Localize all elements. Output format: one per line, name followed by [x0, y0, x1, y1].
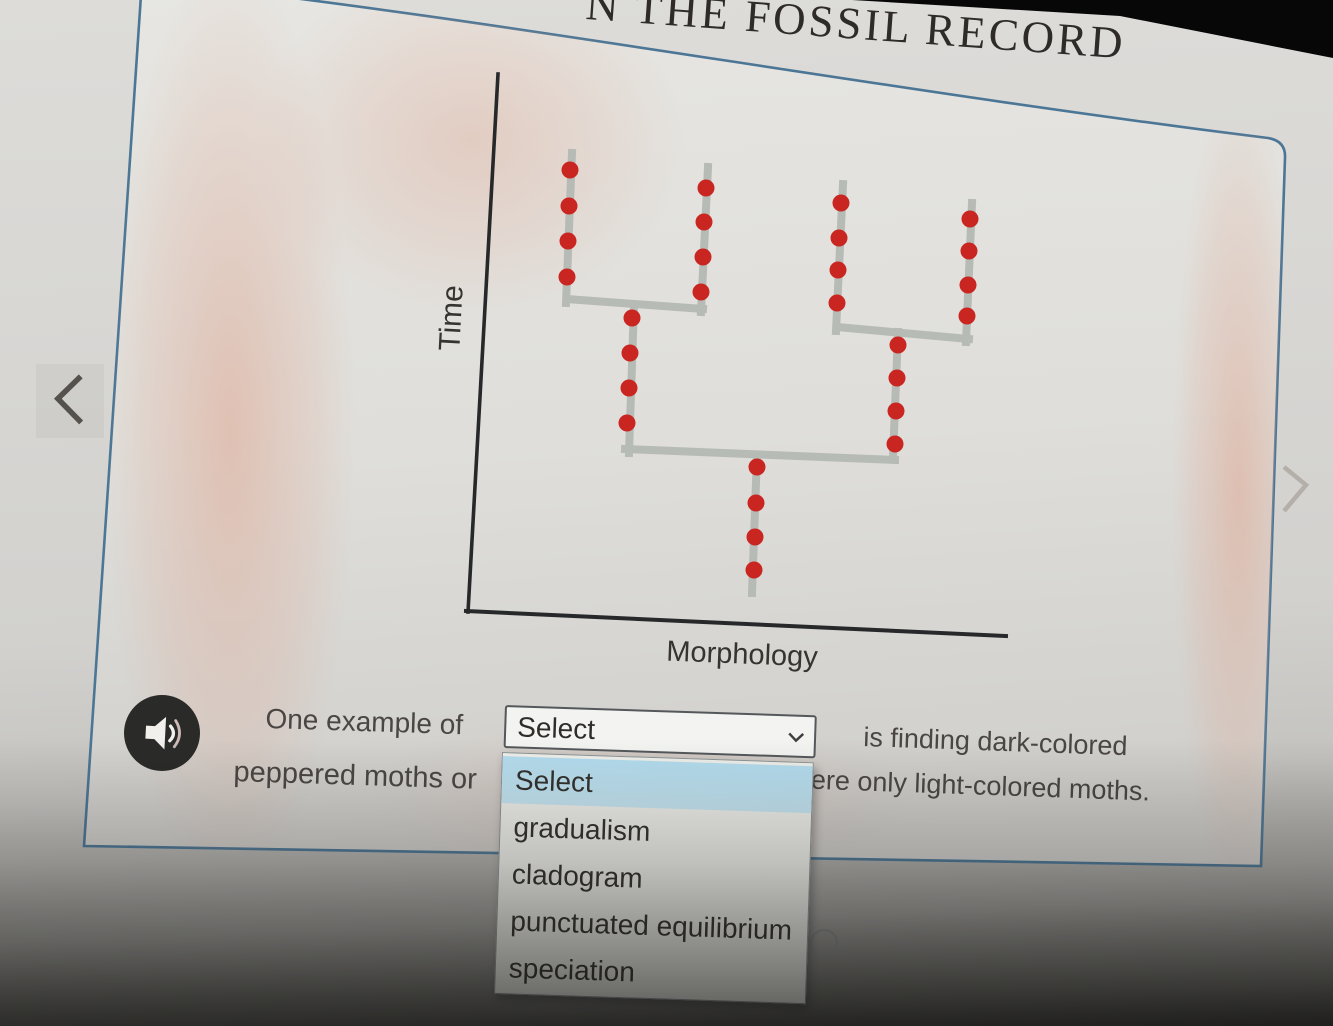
y-axis-label: Time	[433, 284, 470, 352]
chevron-right-icon	[1282, 465, 1310, 513]
chevron-left-icon	[53, 374, 84, 425]
answer-radio-button[interactable]	[810, 929, 838, 957]
speaker-icon	[145, 716, 181, 750]
chevron-down-icon	[787, 730, 806, 749]
dropdown-option-list: Select gradualism cladogram punctuated e…	[493, 752, 814, 1005]
x-axis-label: Morphology	[665, 635, 819, 674]
prev-slide-button[interactable]	[36, 364, 104, 438]
next-slide-button[interactable]	[1270, 456, 1320, 522]
select-value: Select	[516, 710, 596, 745]
audio-play-button[interactable]	[124, 695, 200, 771]
question-text-line1-before: One example of	[265, 703, 464, 741]
